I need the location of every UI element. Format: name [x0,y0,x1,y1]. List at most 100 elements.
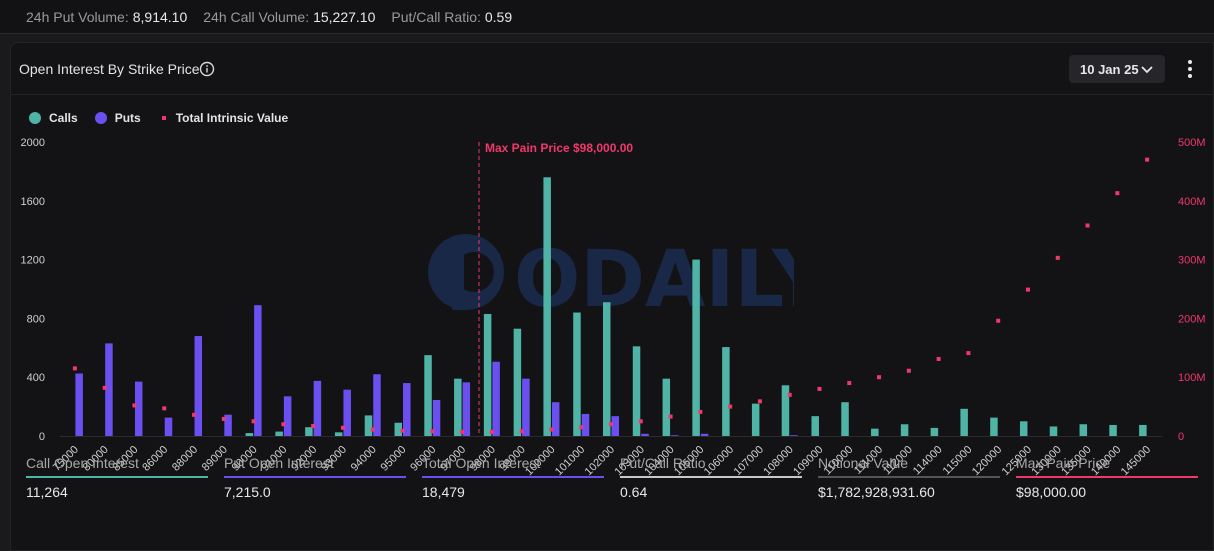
intrinsic-value-point [1025,287,1030,292]
call-volume-stat: 24h Call Volume: 15,227.10 [203,9,375,25]
puts-legend-label: Puts [114,111,141,125]
calls-bar [930,427,939,436]
intrinsic-value-point [757,399,762,404]
calls-bar [751,403,760,436]
y-right-tick-label: 500M [1178,137,1206,149]
more-vertical-icon[interactable] [1181,57,1199,81]
puts-bar [164,417,173,436]
y-right-tick-label: 0 [1178,431,1184,443]
calls-bar [275,431,283,436]
calls-bar [632,346,641,436]
calls-bar [1109,424,1117,436]
intrinsic-legend-label: Total Intrinsic Value [175,111,289,125]
calls-bar [543,177,551,436]
footer-value: 7,215.0 [224,484,271,500]
intrinsic-value-point [340,425,345,430]
intrinsic-value-point [311,424,316,429]
calls-bar [781,385,790,436]
footer-value: 0.64 [620,484,648,500]
intrinsic-value-point [817,386,822,391]
intrinsic-value-point [549,427,554,432]
intrinsic-value-point [787,392,792,397]
calls-bar [900,424,909,436]
intrinsic-value-point [400,428,405,433]
puts-bar [254,305,262,436]
intrinsic-value-point [1055,255,1060,260]
calls-bar [1049,426,1058,436]
calls-bar [662,378,671,436]
footer-put-open-interest: Put Open Interest 7,215.0 [224,454,408,509]
footer-underline [26,476,208,478]
puts-bar [522,378,530,436]
footer-underline [620,476,802,478]
intrinsic-value-point [966,351,971,356]
calls-bar [603,302,611,436]
footer-put-call-ratio: Put/Call Ratio 0.64 [620,454,804,509]
calls-bar [305,427,313,436]
footer-label: Max Pain Price [1016,455,1111,471]
expiry-date-select[interactable]: 10 Jan 25 [1069,55,1165,83]
calls-bar [871,428,879,436]
calls-bar [513,328,522,436]
footer-total-open-interest: Total Open Interest 18,479 [422,454,606,509]
y-right-tick-label: 300M [1178,255,1206,267]
puts-bar [105,343,113,436]
footer-max-pain-price: Max Pain Price $98,000.00 [1016,454,1200,509]
intrinsic-value-point [192,412,197,417]
watermark-logo: ODAILY [424,220,830,335]
puts-bar [373,374,381,436]
calls-bar [990,417,998,436]
call-volume-label: 24h Call Volume: [203,8,310,25]
legend-item-intrinsic-value[interactable]: Total Intrinsic Value [158,111,288,125]
calls-bar [424,355,432,436]
puts-bar [224,414,232,436]
panel-title: Open Interest By Strike Price [19,61,200,77]
calls-bar [722,347,730,436]
footer-label: Put/Call Ratio [620,455,706,471]
footer-notional-value: Notional Value $1,782,928,931.60 [818,454,1002,509]
calls-bar [483,313,492,436]
footer-underline [818,476,1000,478]
y-left-tick-label: 0 [39,431,45,443]
watermark-text: ODAILY [514,235,794,325]
puts-bar [403,383,411,436]
panel-header: Open Interest By Strike Price 10 Jan 25 [11,43,1213,95]
intrinsic-value-point [102,385,107,390]
calls-bar [1139,424,1147,436]
calls-bar [454,378,462,436]
intrinsic-value-point [638,419,643,424]
puts-legend-swatch [94,112,107,124]
legend-item-calls[interactable]: Calls [29,111,78,125]
puts-bar [700,433,709,436]
y-left-tick-label: 1200 [21,255,45,267]
calls-bar [692,259,700,436]
intrinsic-value-point [281,422,286,427]
y-right-tick-label: 100M [1178,372,1206,384]
calls-bar [364,415,373,436]
put-call-ratio-stat: Put/Call Ratio: 0.59 [391,9,512,25]
chevron-down-icon [1140,62,1154,76]
intrinsic-value-point [847,381,852,386]
footer-label: Put Open Interest [224,455,334,471]
intrinsic-value-point [668,414,673,419]
y-left-tick-label: 400 [27,372,45,384]
expiry-date-value: 10 Jan 25 [1080,61,1139,77]
intrinsic-value-point [1085,223,1090,228]
calls-bar [334,432,343,436]
put-volume-value: 8,914.10 [132,8,188,25]
intrinsic-value-point [1145,157,1150,162]
legend-item-puts[interactable]: Puts [94,111,141,125]
puts-bar [134,381,143,436]
footer-call-open-interest: Call Open Interest 11,264 [26,454,210,509]
info-circle-icon[interactable] [199,61,215,77]
footer-value: $98,000.00 [1016,484,1087,500]
puts-bar [75,373,83,436]
summary-footer: Call Open Interest 11,264 Put Open Inter… [16,454,1198,509]
footer-underline [224,476,406,478]
footer-underline [422,476,604,478]
intrinsic-value-point [936,356,941,361]
puts-bar [551,402,560,436]
y-right-tick-label: 400M [1178,196,1206,208]
puts-bar [343,389,351,436]
